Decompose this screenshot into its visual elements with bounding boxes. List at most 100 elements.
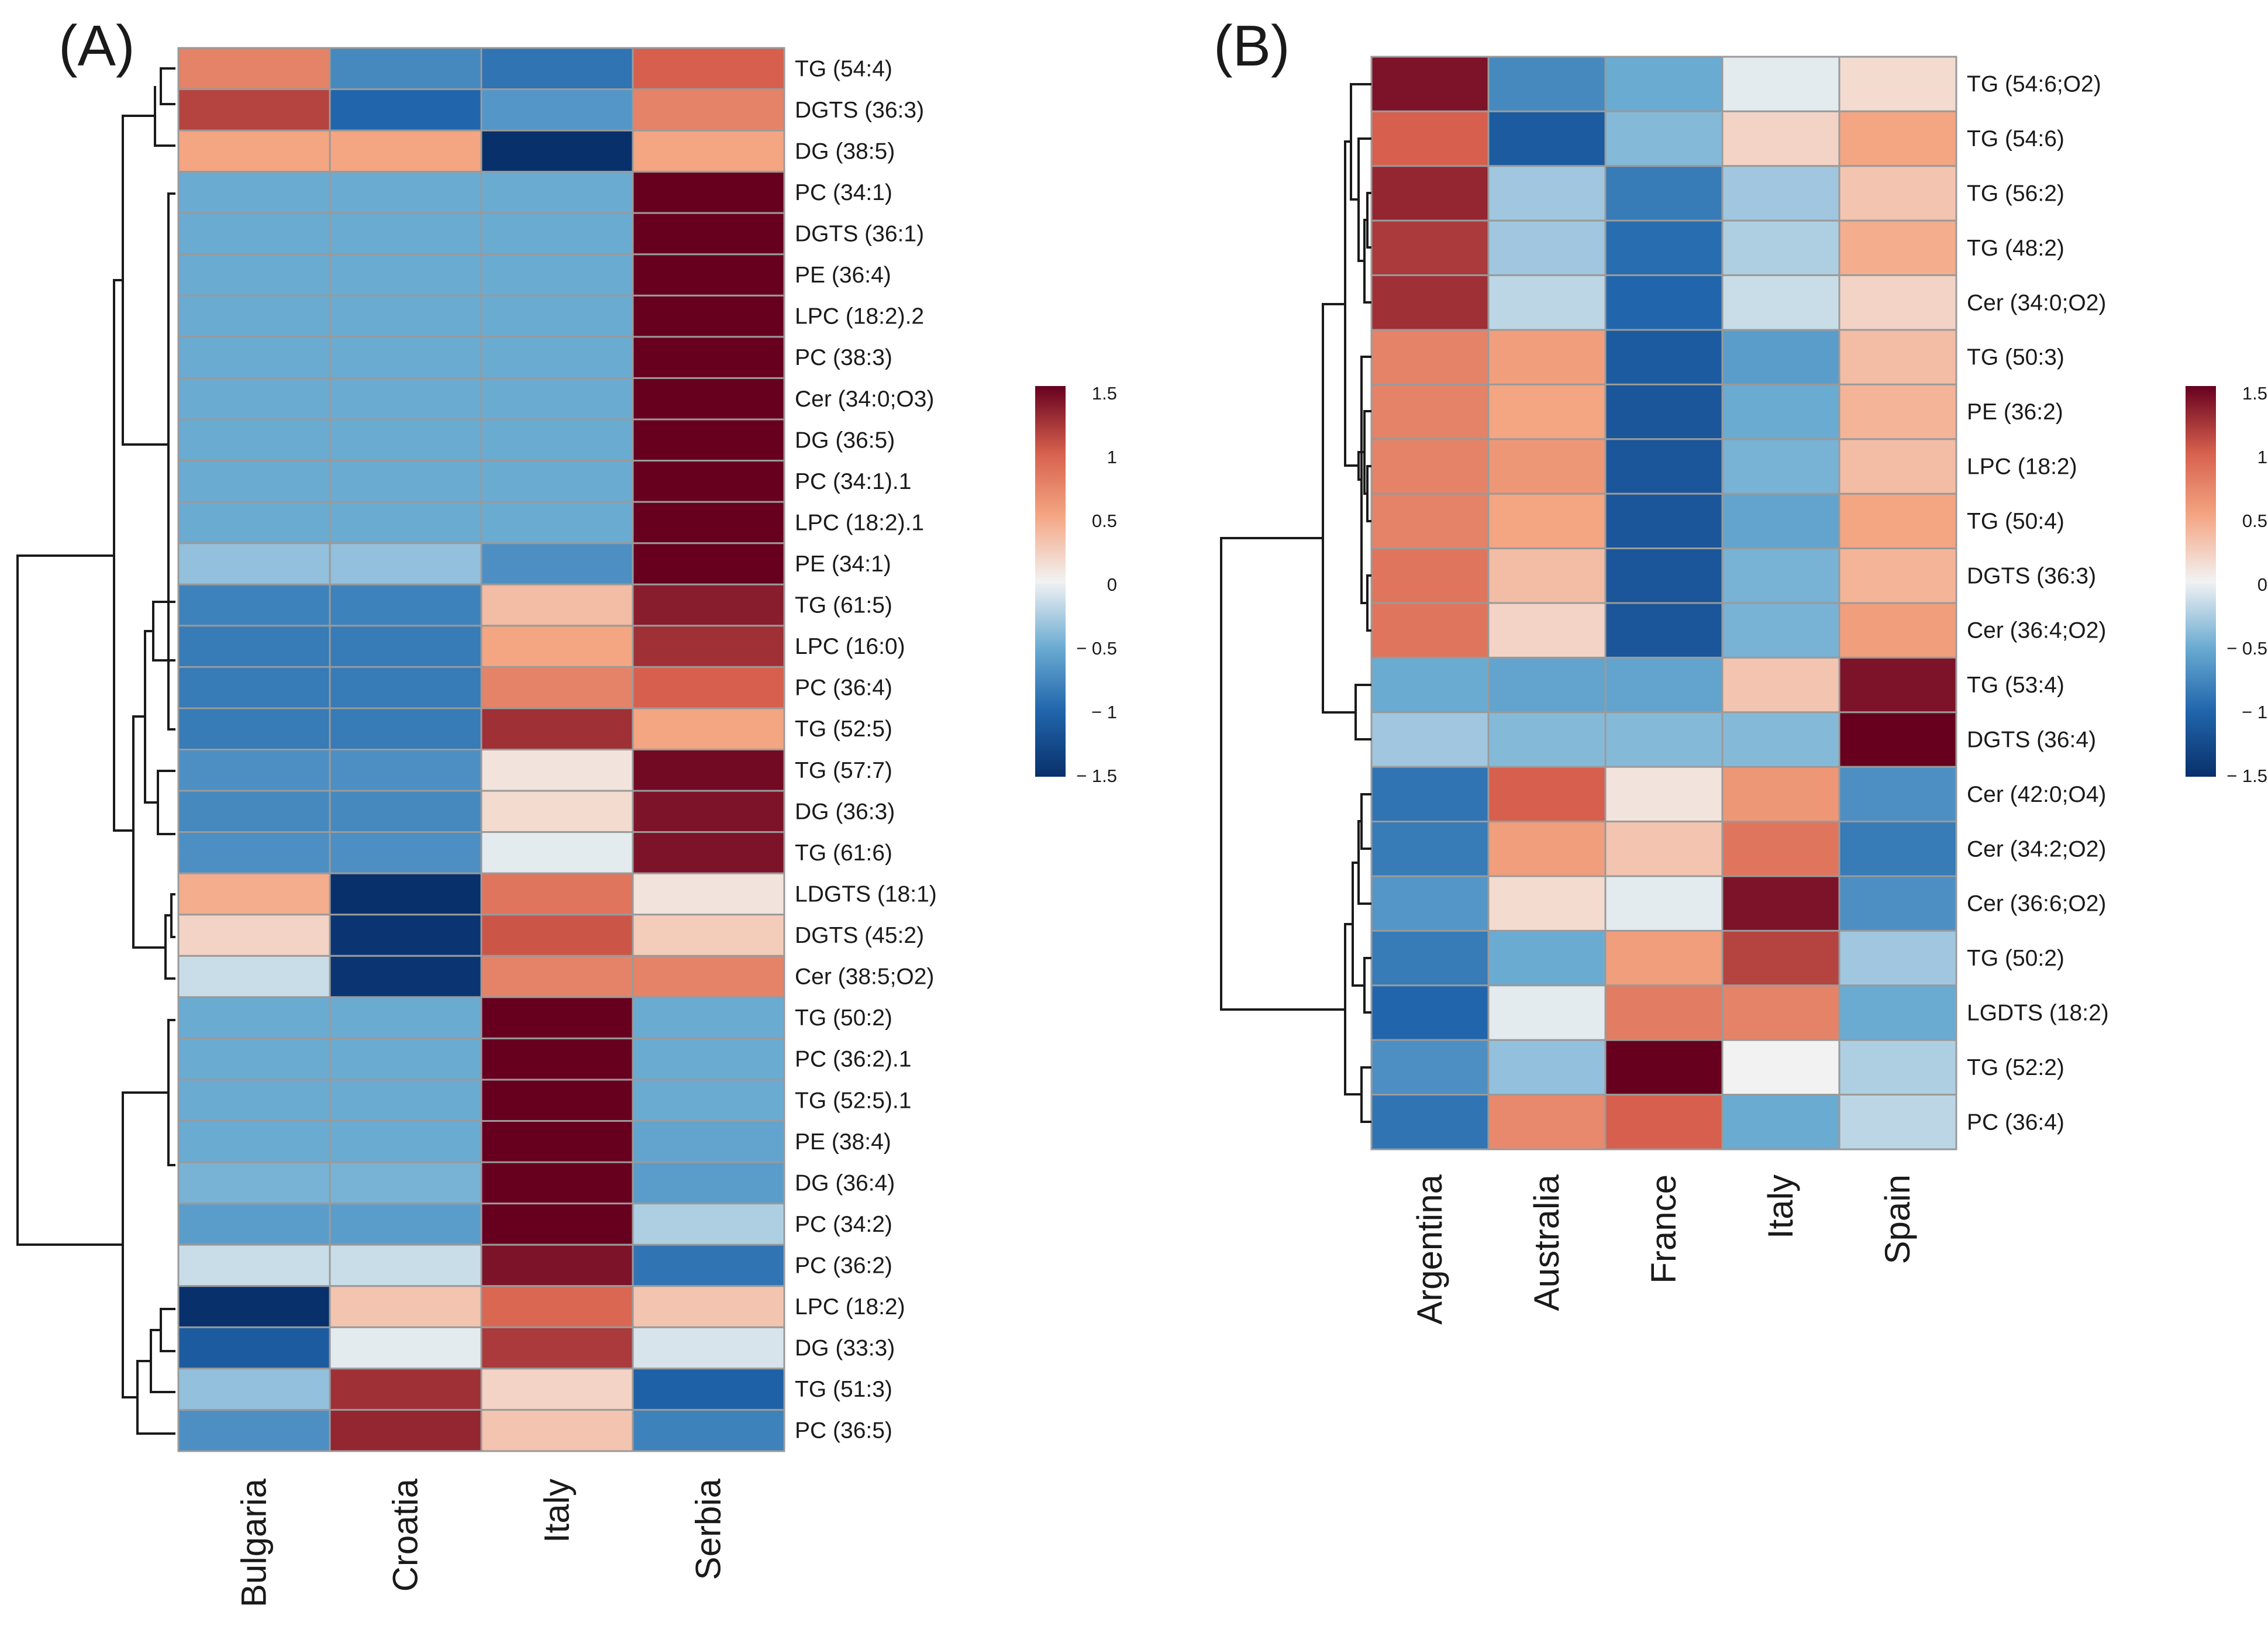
heatmap-cell (177, 666, 331, 709)
heatmap-cell (329, 1203, 482, 1246)
heatmap-cell (177, 831, 331, 874)
heatmap-cell (632, 88, 785, 132)
row-label: Cer (36:4;O2) (1967, 618, 2106, 643)
heatmap-cell (1604, 329, 1724, 385)
legend-tick-label: 0 (1107, 574, 1117, 595)
heatmap-cell (1721, 766, 1840, 823)
heatmap-cell (480, 336, 634, 379)
heatmap-cell (1604, 56, 1724, 112)
heatmap-cell (1487, 165, 1607, 222)
row-label: LDGTS (18:1) (795, 881, 937, 907)
row-label: PC (34:1).1 (795, 469, 911, 494)
heatmap-cell (1487, 219, 1607, 277)
row-label: TG (52:5) (795, 716, 892, 742)
legend-tick-label: − 0.5 (1076, 638, 1117, 659)
heatmap-cell (1370, 219, 1490, 277)
row-label: DGTS (36:3) (795, 98, 924, 123)
heatmap-cell (1370, 875, 1490, 932)
heatmap-cell (632, 171, 785, 214)
heatmap-cell (329, 707, 482, 750)
heatmap-cell (632, 418, 785, 462)
heatmap-cell (1370, 984, 1490, 1041)
heatmap-cell (1487, 711, 1607, 768)
heatmap-cell (1604, 110, 1724, 167)
row-label: DGTS (36:4) (1967, 728, 2096, 753)
row-label: TG (51:3) (795, 1377, 892, 1402)
row-label: TG (52:5).1 (795, 1088, 911, 1113)
heatmap-cell (1487, 875, 1607, 932)
legend-tick-label: − 1 (1091, 702, 1117, 722)
heatmap-cell (1604, 711, 1724, 768)
heatmap-cell (1487, 1094, 1607, 1150)
heatmap-cell (1721, 821, 1840, 877)
heatmap-cell (329, 583, 482, 627)
heatmap-cell (1721, 219, 1840, 277)
panel-b-color-scale-ticks: 1.5 1 0.5 0 − 0.5 − 1 − 1.5 (2226, 383, 2267, 786)
heatmap-cell (1487, 274, 1607, 331)
row-label: PE (36:4) (795, 263, 891, 288)
heatmap-cell (329, 294, 482, 338)
heatmap-cell (480, 377, 634, 421)
heatmap-cell (480, 955, 634, 998)
heatmap-cell (1838, 547, 1957, 604)
row-label: DGTS (36:1) (795, 222, 924, 247)
heatmap-cell (480, 625, 634, 668)
heatmap-cell (1838, 110, 1957, 167)
heatmap-cell (1721, 383, 1840, 440)
heatmap-cell (177, 418, 331, 462)
heatmap-cell (177, 790, 331, 833)
heatmap-cell (1487, 1039, 1607, 1096)
heatmap-cell (1604, 929, 1724, 987)
row-label: Cer (34:2;O2) (1967, 836, 2106, 862)
heatmap-cell (480, 749, 634, 792)
legend-tick-label: − 1.5 (2226, 766, 2267, 786)
heatmap-cell (329, 625, 482, 668)
heatmap-cell (177, 914, 331, 957)
heatmap-cell (480, 253, 634, 297)
heatmap-cell (1604, 1094, 1724, 1150)
heatmap-cell (329, 212, 482, 256)
heatmap-cell (632, 872, 785, 916)
heatmap-cell (1721, 165, 1840, 222)
heatmap-cell (1838, 56, 1957, 112)
heatmap-cell (1370, 711, 1490, 768)
heatmap-cell (480, 88, 634, 132)
heatmap-cell (1487, 56, 1607, 112)
heatmap-cell (632, 749, 785, 792)
heatmap-cell (480, 212, 634, 256)
heatmap-cell (1604, 383, 1724, 440)
heatmap-cell (1604, 602, 1724, 659)
row-label: TG (53:4) (1967, 673, 2064, 698)
legend-tick-label: 0.5 (2242, 511, 2267, 531)
heatmap-cell (632, 129, 785, 173)
heatmap-cell (177, 1120, 331, 1163)
heatmap-cell (632, 47, 785, 91)
heatmap-cell (329, 955, 482, 998)
heatmap-cell (1604, 438, 1724, 495)
row-label: Cer (36:6;O2) (1967, 891, 2106, 917)
heatmap-cell (1604, 165, 1724, 222)
heatmap-cell (1838, 329, 1957, 385)
heatmap-cell (632, 914, 785, 957)
row-label: DG (33:3) (795, 1336, 895, 1361)
row-label: TG (48:2) (1967, 236, 2064, 261)
row-label: DG (36:4) (795, 1170, 895, 1196)
heatmap-cell (1604, 274, 1724, 331)
row-label: Cer (42:0;O4) (1967, 782, 2106, 807)
panel-b-label: (B) (1214, 13, 1290, 78)
heatmap-cell (1370, 821, 1490, 877)
heatmap-cell (1721, 1094, 1840, 1150)
legend-tick-label: − 0.5 (2226, 638, 2267, 659)
heatmap-cell (329, 996, 482, 1039)
heatmap-cell (632, 625, 785, 668)
heatmap-cell (1487, 329, 1607, 385)
heatmap-cell (329, 460, 482, 503)
heatmap-cell (1487, 821, 1607, 877)
heatmap-cell (1604, 821, 1724, 877)
column-label: Spain (1878, 1174, 1917, 1264)
heatmap-cell (1370, 1094, 1490, 1150)
heatmap-cell (329, 1408, 482, 1452)
heatmap-cell (329, 253, 482, 297)
heatmap-cell (1838, 984, 1957, 1041)
